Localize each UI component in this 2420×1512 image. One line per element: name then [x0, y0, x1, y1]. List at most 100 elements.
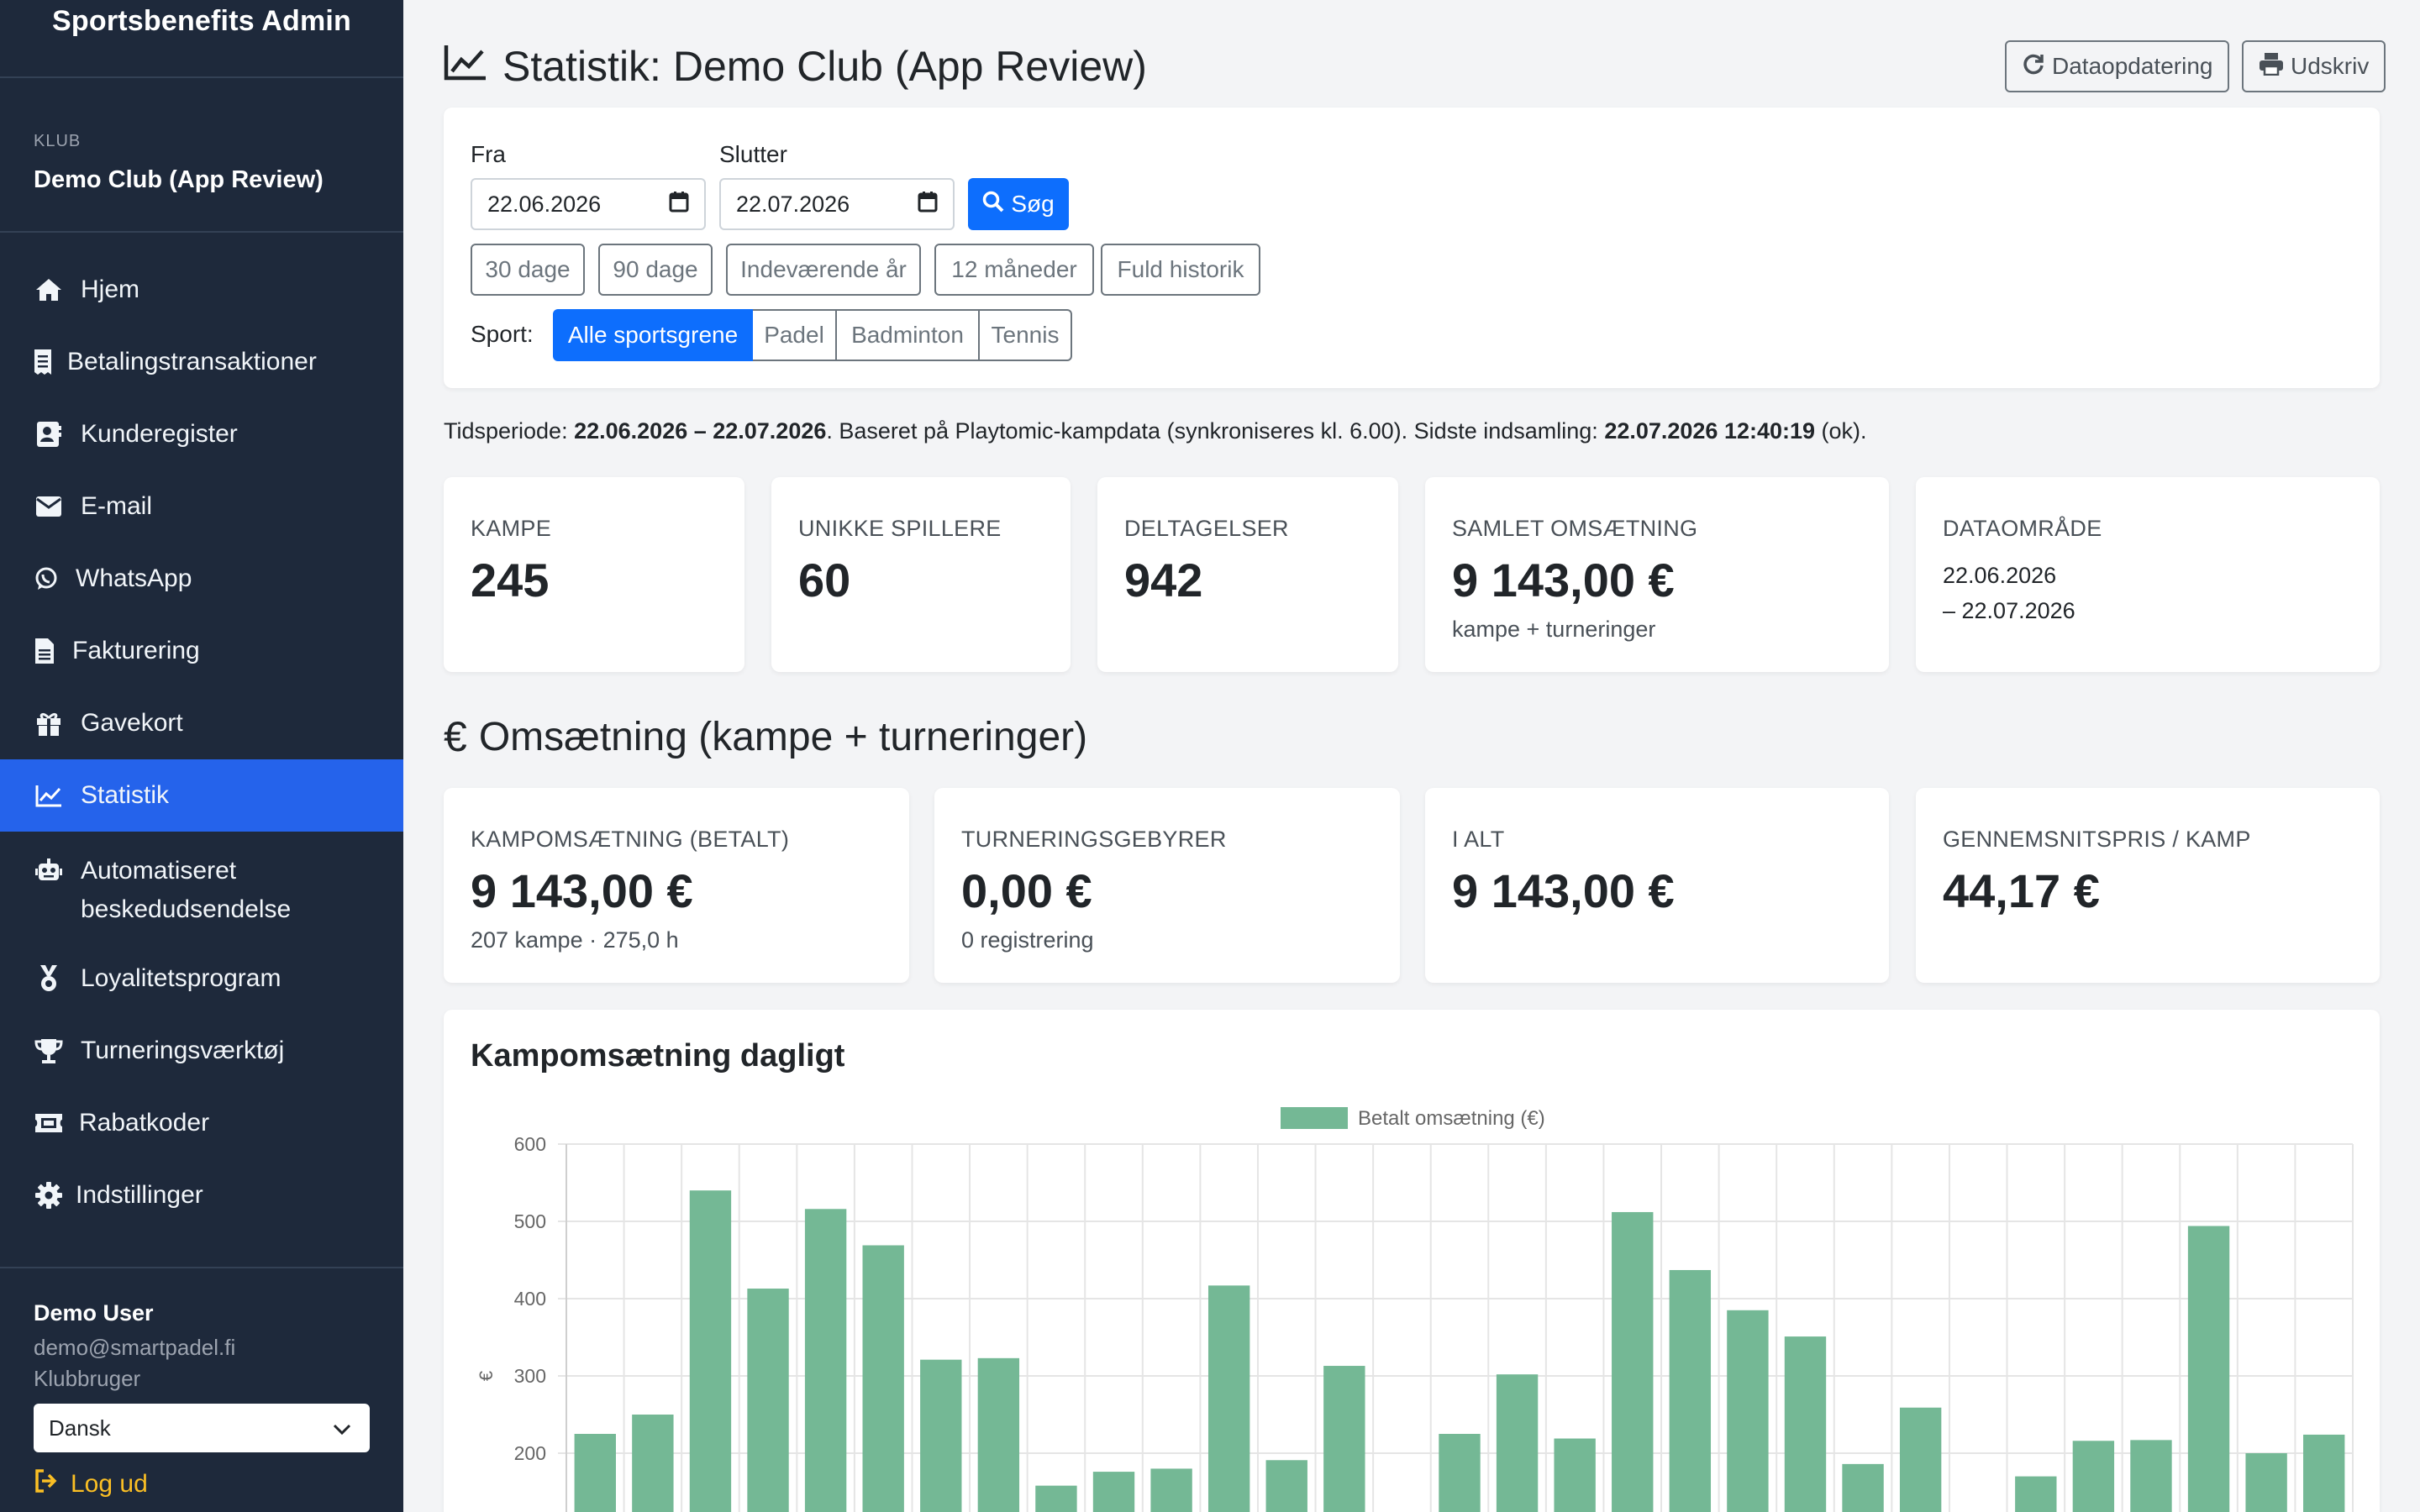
refresh-button[interactable]: Dataopdatering [2005, 40, 2230, 92]
stat-value: 9 143,00 € [471, 864, 693, 917]
chart-bar [1899, 1407, 1942, 1512]
sidebar-item-discounts[interactable]: Rabatkoder [0, 1087, 403, 1159]
sport-padel-button[interactable]: Padel [751, 309, 837, 361]
chart-bar [1439, 1434, 1481, 1512]
gear-icon [34, 1180, 64, 1210]
range-full-history-button[interactable]: Fuld historik [1101, 244, 1260, 296]
legend-swatch [1281, 1107, 1348, 1129]
chart-bar [1554, 1438, 1596, 1512]
sport-all-button[interactable]: Alle sportsgrene [553, 309, 753, 361]
robot-icon [34, 855, 64, 885]
contact-card-icon [34, 419, 64, 449]
to-date-value: 22.07.2026 [736, 191, 850, 217]
revenue-section-title: € Omsætning (kampe + turneringer) [444, 712, 1087, 761]
stat-card-unique-players: UNIKKE SPILLERE 60 [771, 477, 1071, 672]
range-current-year-button[interactable]: Indeværende år [726, 244, 921, 296]
user-name: Demo User [34, 1300, 154, 1326]
revenue-card-total: I ALT 9 143,00 € [1425, 788, 1889, 983]
sidebar-item-customers[interactable]: Kunderegister [0, 398, 403, 470]
chart-bar [2130, 1440, 2172, 1512]
daily-revenue-chart-card: Kampomsætning dagligt 600 500 400 300 200 € Be… [444, 1010, 2380, 1512]
sidebar-item-settings[interactable]: Indstillinger [0, 1159, 403, 1231]
logout-label: Log ud [71, 1470, 148, 1498]
sidebar-item-statistics[interactable]: Statistik [0, 759, 403, 832]
sport-badminton-button[interactable]: Badminton [835, 309, 980, 361]
to-date-input[interactable]: 22.07.2026 [719, 178, 955, 230]
to-label: Slutter [719, 141, 787, 167]
period-info: Tidsperiode: 22.06.2026 – 22.07.2026. Ba… [444, 418, 1867, 444]
range-30-days-button[interactable]: 30 dage [471, 244, 585, 296]
chart-bar [1265, 1460, 1307, 1512]
sidebar-nav: Hjem Betalingstransaktioner Kunderegiste… [0, 254, 403, 1231]
sidebar: Sportsbenefits Admin KLUB Demo Club (App… [0, 0, 403, 1512]
from-date-input[interactable]: 22.06.2026 [471, 178, 706, 230]
y-tick-label: 300 [514, 1365, 546, 1387]
chart-bar [1612, 1211, 1654, 1512]
sidebar-item-whatsapp[interactable]: WhatsApp [0, 543, 403, 615]
print-button[interactable]: Udskriv [2242, 40, 2386, 92]
stat-value: 60 [798, 554, 851, 606]
stat-card-matches: KAMPE 245 [444, 477, 744, 672]
chart-bar [2187, 1226, 2230, 1512]
sidebar-item-giftcards[interactable]: Gavekort [0, 687, 403, 759]
stat-value: 0,00 € [961, 864, 1092, 917]
sidebar-item-payments[interactable]: Betalingstransaktioner [0, 326, 403, 398]
search-icon [982, 191, 1011, 218]
sidebar-item-automation[interactable]: Automatiseret beskedudsendelse [0, 832, 403, 942]
sidebar-item-label: Loyalitetsprogram [81, 964, 281, 992]
chart-bar [1727, 1310, 1769, 1512]
range-12-months-button[interactable]: 12 måneder [934, 244, 1094, 296]
chart-bar [862, 1245, 904, 1512]
search-button[interactable]: Søg [968, 178, 1069, 230]
stat-card-participations: DELTAGELSER 942 [1097, 477, 1398, 672]
brand-title[interactable]: Sportsbenefits Admin [52, 5, 351, 37]
stat-value: 9 143,00 € [1452, 554, 1675, 606]
range-90-days-button[interactable]: 90 dage [598, 244, 713, 296]
chart-title: Kampomsætning dagligt [471, 1038, 845, 1074]
sidebar-item-label: Rabatkoder [79, 1109, 210, 1137]
y-axis-label: € [476, 1371, 497, 1381]
stat-subtitle: 0 registrering [961, 927, 1094, 953]
chart-bar [747, 1289, 789, 1512]
sidebar-item-home[interactable]: Hjem [0, 254, 403, 326]
stat-subtitle: 207 kampe · 275,0 h [471, 927, 679, 953]
sport-tennis-button[interactable]: Tennis [978, 309, 1072, 361]
receipt-icon [34, 347, 52, 377]
home-icon [34, 275, 64, 305]
stat-value: 44,17 € [1943, 864, 2100, 917]
sidebar-item-label: Kunderegister [81, 420, 238, 448]
sidebar-item-invoicing[interactable]: Fakturering [0, 615, 403, 687]
from-label: Fra [471, 141, 506, 167]
sidebar-item-loyalty[interactable]: Loyalitetsprogram [0, 942, 403, 1015]
page-title: Statistik: Demo Club (App Review) [444, 42, 1147, 91]
user-role: Klubbruger [34, 1366, 141, 1391]
chart-bar [1496, 1374, 1539, 1512]
y-tick-label: 400 [514, 1288, 546, 1310]
filter-card: Fra 22.06.2026 Slutter 22.07.2026 Søg 30… [444, 108, 2380, 388]
club-info: KLUB Demo Club (App Review) [0, 78, 403, 233]
chart-bar [632, 1415, 674, 1512]
sidebar-item-email[interactable]: E-mail [0, 470, 403, 543]
stat-title: KAMPE [471, 516, 552, 541]
sidebar-item-label: Fakturering [72, 637, 200, 664]
revenue-card-average-price: GENNEMSNITSPRIS / KAMP 44,17 € [1916, 788, 2380, 983]
y-tick-label: 600 [514, 1133, 546, 1155]
user-email: demo@smartpadel.fi [34, 1335, 236, 1360]
stat-value: 245 [471, 554, 550, 606]
sidebar-item-tournaments[interactable]: Turneringsværktøj [0, 1015, 403, 1087]
chart-bar [1150, 1468, 1192, 1512]
user-panel: Demo User demo@smartpadel.fi Klubbruger … [0, 1267, 403, 1499]
stat-title: GENNEMSNITSPRIS / KAMP [1943, 827, 2251, 852]
logout-link[interactable]: Log ud [34, 1469, 370, 1499]
stat-value: 942 [1124, 554, 1203, 606]
period-status: (ok). [1821, 418, 1867, 444]
stat-card-total-revenue: SAMLET OMSÆTNING 9 143,00 € kampe + turn… [1425, 477, 1889, 672]
whatsapp-icon [34, 564, 59, 594]
legend-label: Betalt omsætning (€) [1358, 1107, 1545, 1130]
chart-line-icon [34, 780, 64, 811]
language-select[interactable]: Dansk [34, 1404, 370, 1452]
chart-bar [1669, 1269, 1712, 1512]
y-tick-label: 500 [514, 1210, 546, 1232]
chart-bar [1323, 1366, 1365, 1512]
from-date-value: 22.06.2026 [487, 191, 602, 217]
